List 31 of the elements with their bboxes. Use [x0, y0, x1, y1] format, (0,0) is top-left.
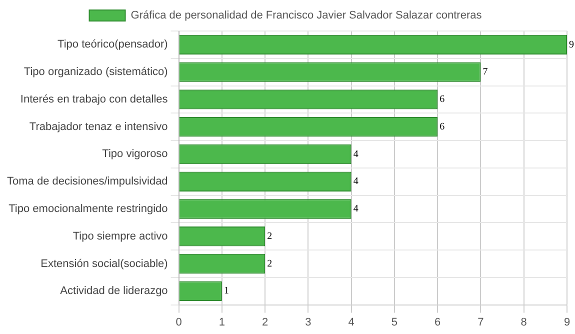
y-tick-label: Tipo siempre activo	[72, 230, 168, 242]
x-tick-label: 5	[391, 316, 398, 328]
y-tick-label: Tipo vigoroso	[102, 148, 168, 160]
x-tick-label: 9	[564, 316, 570, 328]
x-tick-label: 4	[348, 316, 354, 328]
y-tick-label: Toma de decisiones/impulsividad	[6, 176, 168, 188]
y-tick-label: Tipo teórico(pensador)	[58, 38, 168, 51]
y-tick-label: Trabajador tenaz e intensivo	[29, 120, 168, 133]
y-tick-label: Actividad de liderazgo	[60, 285, 168, 298]
x-tick-label: 0	[176, 316, 182, 328]
x-tick-label: 8	[520, 316, 527, 328]
data-label: 4	[353, 148, 358, 160]
data-label: 6	[440, 121, 445, 132]
x-tick-label: 2	[262, 316, 268, 328]
data-label: 2	[267, 230, 272, 242]
data-label: 1	[224, 286, 229, 297]
y-tick-label: Extensión social(sociable)	[40, 258, 168, 270]
data-label: 6	[440, 94, 445, 106]
legend-label: Gráfica de personalidad de Francisco Javier Salvador Salazar contreras	[130, 10, 482, 22]
data-label: 4	[353, 204, 358, 215]
x-tick-label: 7	[478, 316, 484, 328]
data-label: 4	[353, 176, 358, 188]
y-tick-label: Tipo organizado (sistemático)	[24, 66, 168, 78]
data-label: 7	[482, 66, 488, 78]
y-tick-label: Interés en trabajo con detalles	[20, 93, 168, 106]
data-label: 9	[569, 39, 574, 50]
data-label: 2	[267, 258, 272, 270]
x-tick-label: 1	[218, 316, 225, 328]
x-tick-label: 6	[434, 316, 441, 328]
x-tick-label: 3	[305, 316, 312, 328]
y-tick-label: Tipo emocionalmente restringido	[8, 203, 168, 215]
